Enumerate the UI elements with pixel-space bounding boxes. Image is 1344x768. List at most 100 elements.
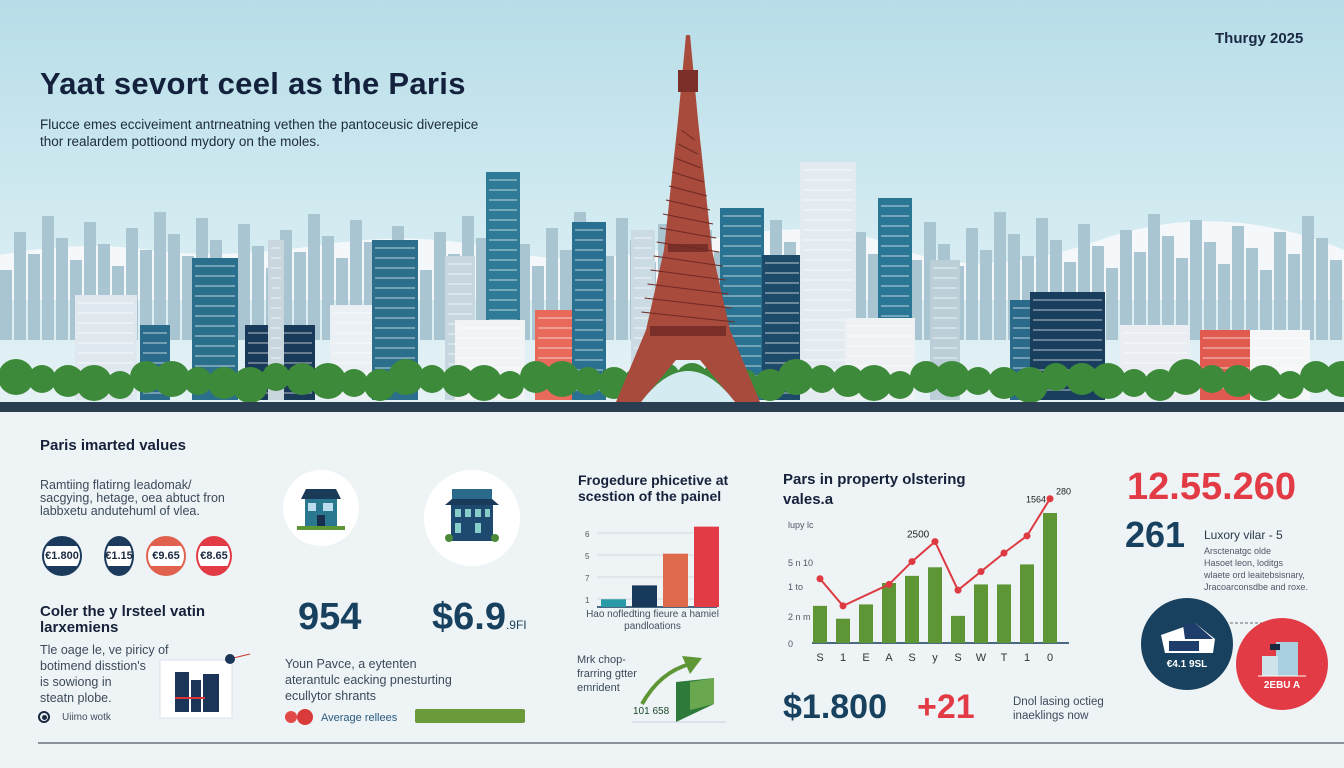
line-point — [931, 538, 939, 546]
tree — [130, 361, 162, 393]
eiffel-top — [678, 70, 698, 92]
bg-building — [1330, 260, 1342, 340]
eiffel-lattice — [656, 241, 720, 253]
desc-line: Ramtiing flatirng leadomak/ — [40, 478, 192, 492]
bg-building — [294, 252, 306, 340]
trend-value: 101 658 — [633, 706, 670, 717]
radio-label: Uiimo wotk — [62, 712, 111, 723]
tree — [262, 363, 290, 391]
apartment-icon — [1258, 641, 1306, 676]
subtitle-line: Flucce emes ecciveiment antrneatning vet… — [40, 117, 479, 132]
tree — [0, 359, 34, 395]
tree — [286, 363, 318, 395]
bg-building — [420, 270, 432, 340]
eiffel-platform — [668, 244, 708, 252]
bar — [905, 575, 919, 643]
tree — [1276, 371, 1304, 399]
tree — [988, 367, 1020, 399]
bg-building — [140, 250, 152, 340]
bar — [974, 584, 988, 643]
tree — [1198, 365, 1226, 393]
y-tick-label: 1 to — [788, 582, 803, 592]
y-tick-label: lupy lc — [788, 520, 814, 530]
big-number: 261 — [1125, 514, 1186, 555]
tree — [886, 371, 914, 399]
line-series — [819, 498, 1051, 608]
trend-text: emrident — [577, 682, 620, 694]
bg-building — [994, 212, 1006, 340]
bg-building — [616, 218, 628, 340]
small-bar-chart: 6 5 7 1 — [585, 526, 719, 608]
y-tick-label: 0 — [788, 639, 793, 649]
bar — [663, 553, 688, 607]
section-title: larxemiens — [40, 619, 119, 636]
eiffel-lattice — [678, 143, 698, 155]
tree — [1090, 363, 1126, 399]
eiffel-lattice — [653, 255, 723, 267]
tree — [496, 371, 524, 399]
date-label: Thurgy 2025 — [1215, 30, 1304, 47]
bg-building — [1120, 230, 1132, 340]
tree — [28, 365, 56, 393]
eiffel-lattice — [647, 283, 729, 295]
tree — [208, 367, 240, 399]
x-tick-label: S — [908, 652, 915, 664]
data-label: 1564 — [1026, 495, 1046, 505]
eiffel-lattice — [665, 199, 711, 211]
tree — [964, 367, 992, 395]
bg-building — [1260, 270, 1272, 340]
bg-building — [1232, 226, 1244, 340]
subtitle-line: thor realardem pottioond mydory on the m… — [40, 134, 320, 149]
bg-building — [1274, 232, 1286, 340]
line-point — [908, 558, 916, 566]
tree — [442, 365, 474, 397]
page-title: Yaat sevort ceel as the Paris — [40, 66, 466, 101]
legend-dot-icon — [285, 711, 297, 723]
tree — [310, 363, 346, 399]
desc-line: aterantulc eacking pnesturting — [285, 673, 452, 687]
legend-dot-icon — [297, 709, 313, 725]
house-icon — [283, 470, 359, 546]
bg-building — [518, 244, 530, 340]
y-tick-label: 5 n 10 — [788, 558, 813, 568]
villa-desc: Arsctenatgc olde — [1204, 546, 1272, 556]
bar — [882, 583, 896, 643]
stat-price-suffix: .9FI — [505, 618, 527, 632]
bg-building — [1162, 236, 1174, 340]
bg-building — [56, 238, 68, 340]
villa-desc: Hasoet leon, loditgs — [1204, 558, 1284, 568]
stat-price-large: $1.800 — [783, 688, 887, 726]
stat-price-value: $6.9 — [432, 596, 506, 638]
bg-building — [1148, 214, 1160, 340]
bar — [836, 618, 850, 643]
radio-button[interactable] — [38, 711, 50, 723]
tree — [154, 361, 190, 397]
bar — [601, 599, 626, 607]
chart-title: Frogedure phicetive at — [578, 472, 729, 488]
tree — [388, 359, 424, 395]
x-tick-label: E — [862, 652, 869, 664]
eiffel-lattice — [659, 227, 717, 239]
apartment-circle: 2EBU A — [1236, 618, 1328, 710]
office-building-icon — [424, 470, 520, 566]
big-red-number: 12.55.260 — [1127, 466, 1297, 508]
tree — [418, 365, 446, 393]
x-tick-label: T — [1001, 652, 1008, 664]
desc-line: ecullytor shrants — [285, 689, 377, 703]
bg-building — [854, 232, 866, 340]
bar — [632, 585, 657, 607]
line-point — [1000, 549, 1008, 557]
legend-label: Average rellees — [321, 712, 398, 724]
tree — [832, 365, 864, 397]
tree — [184, 367, 212, 395]
bg-building — [1106, 268, 1118, 340]
line-point — [839, 602, 847, 610]
section-title: Paris imarted values — [40, 437, 186, 454]
desc-line: inaeklings now — [1013, 710, 1089, 722]
bg-building — [0, 270, 12, 340]
circle-label: €4.1 9SL — [1166, 658, 1208, 670]
bg-building — [1190, 220, 1202, 340]
tree — [544, 361, 580, 397]
eiffel-lattice — [662, 213, 714, 225]
